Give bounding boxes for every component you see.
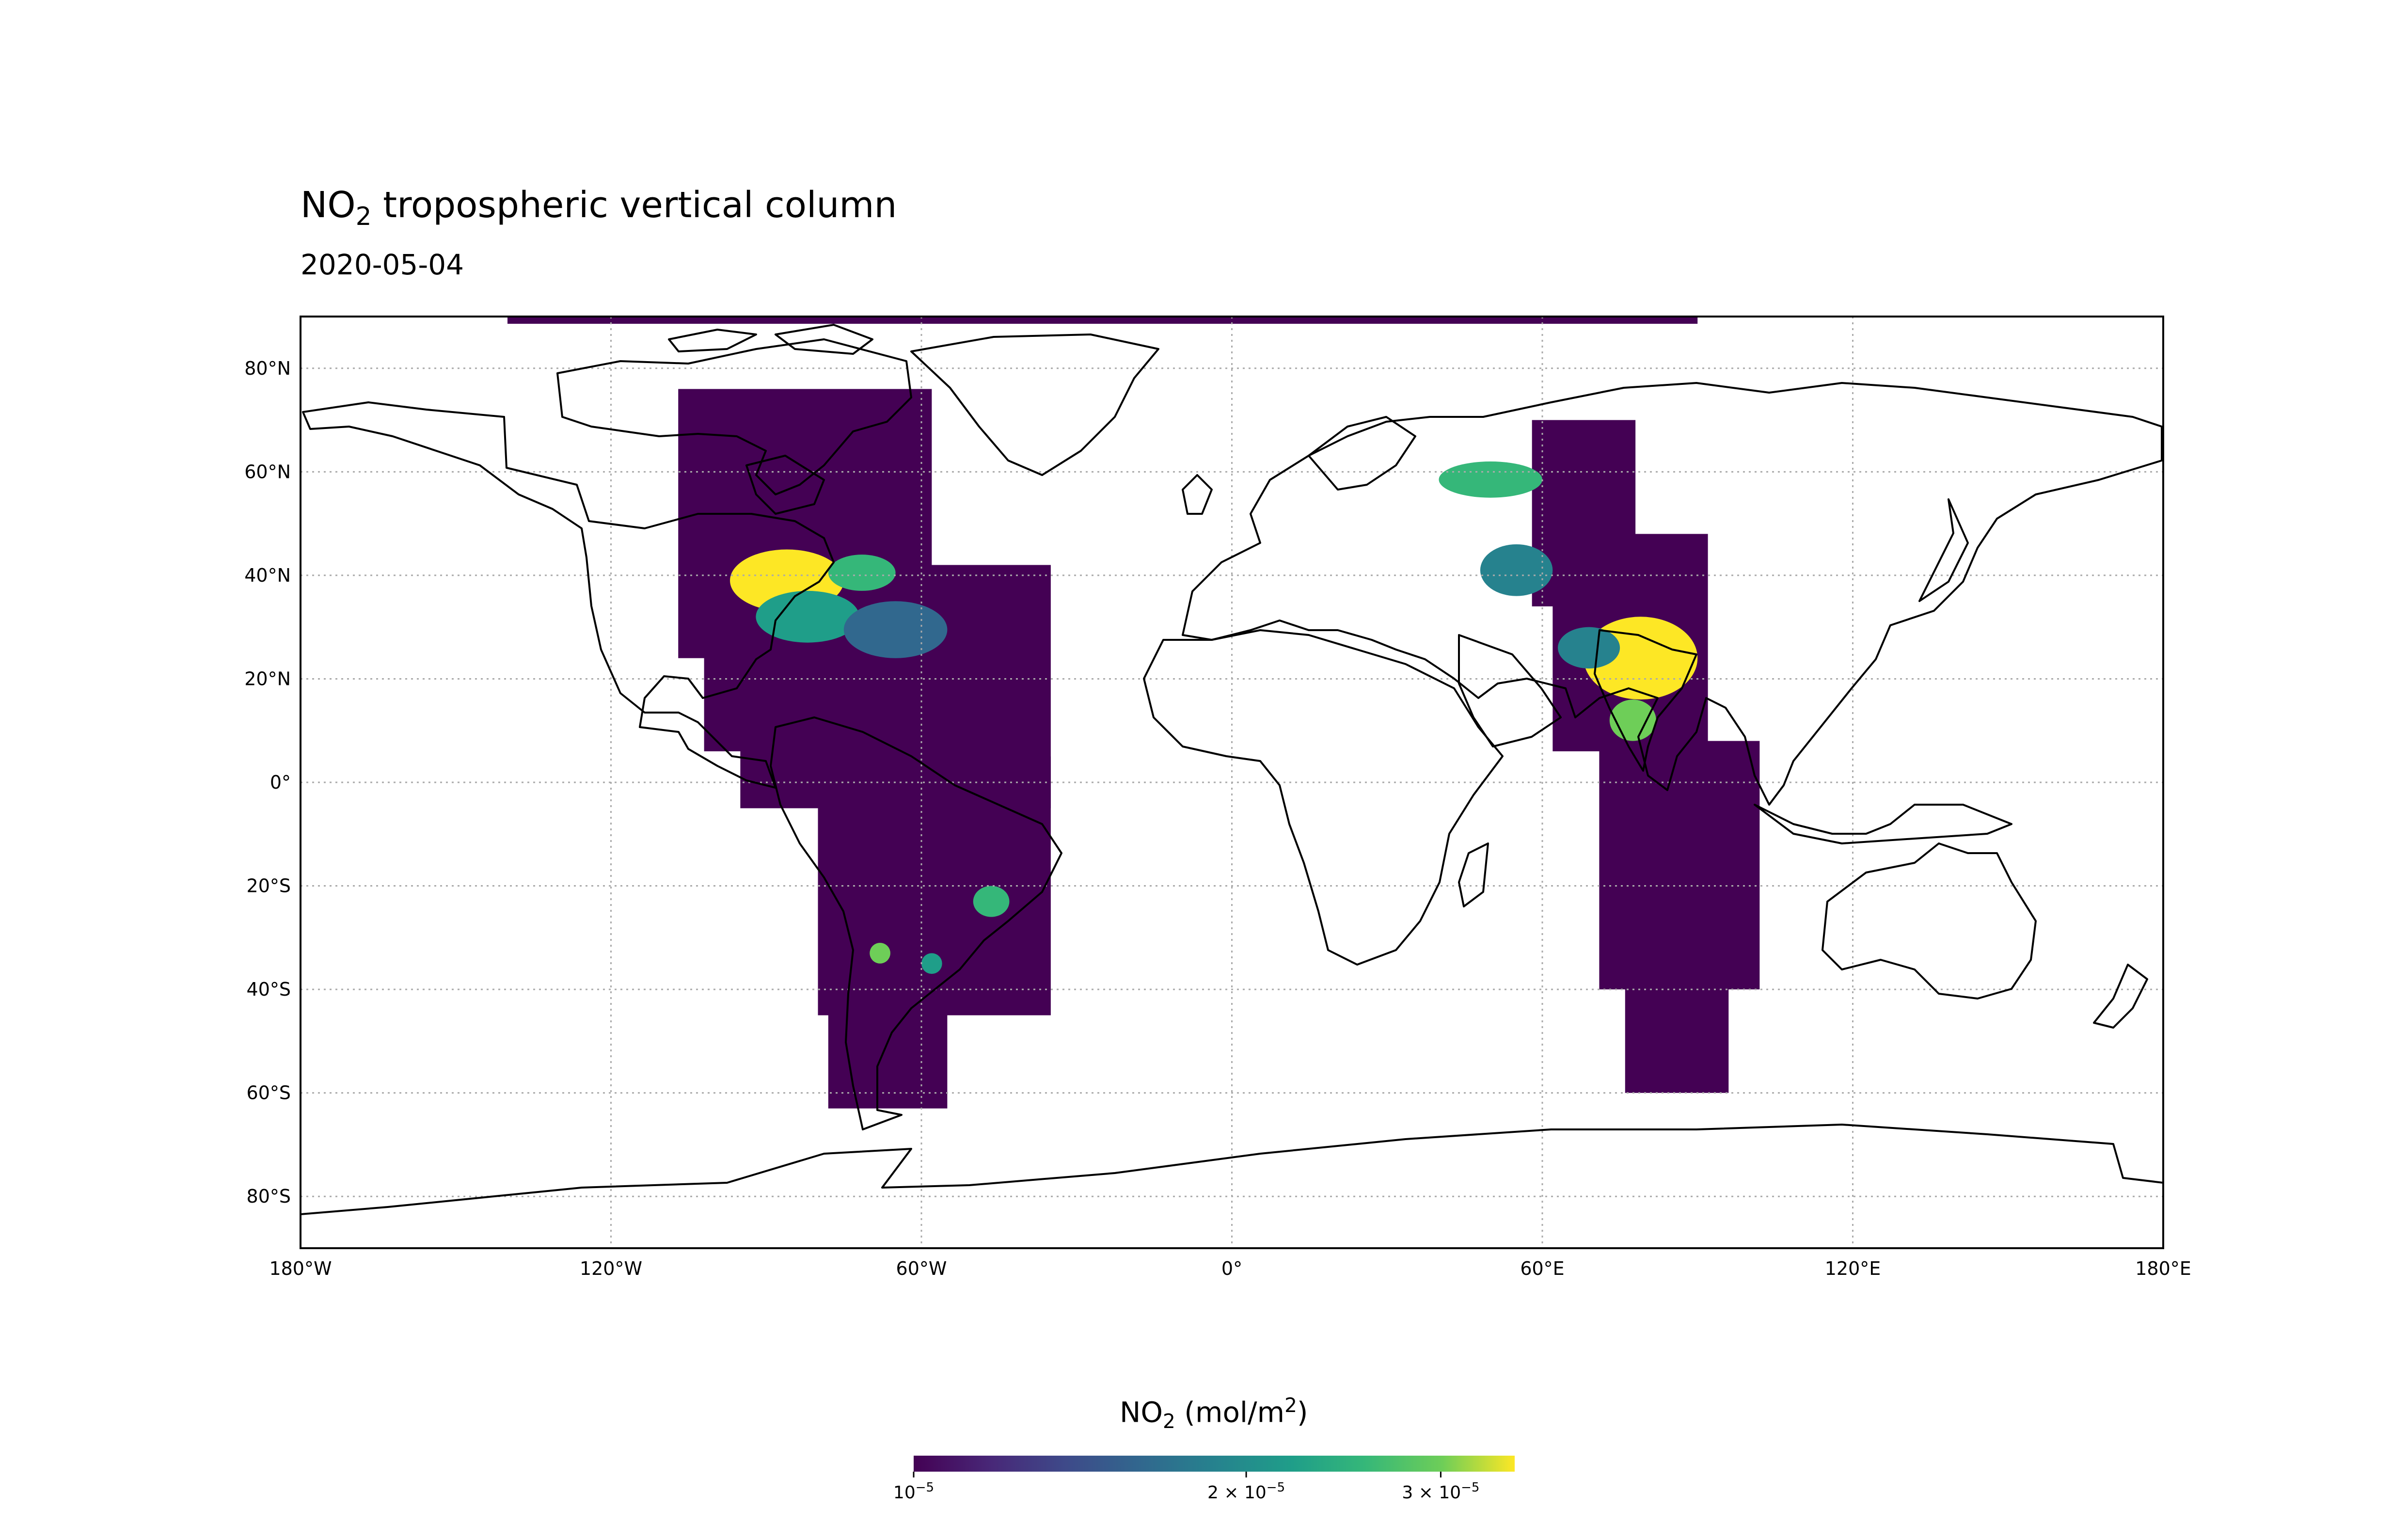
coast-scandinavia [1308, 416, 1416, 491]
coast-arctic-islands [668, 324, 873, 355]
swath-7 [1599, 741, 1760, 990]
coast-madagascar [1458, 842, 1489, 907]
latitude-tick-labels: 80°N 60°N 40°N 20°N 0° 20°S 40°S 60°S 80°S [244, 358, 291, 1207]
lat-tick-label: 40°N [244, 565, 291, 586]
lon-tick-label: 0° [1221, 1258, 1242, 1279]
lon-tick-label: 120°W [580, 1258, 642, 1279]
colorbar-label: NO2 (mol/m2) [1120, 1394, 1308, 1433]
lat-tick-label: 60°S [247, 1082, 291, 1104]
colorbar-tick-label: 2 × 10−5 [1207, 1480, 1285, 1503]
hotspot-8 [1558, 627, 1620, 669]
swath-3 [818, 756, 1051, 1016]
coastlines [301, 324, 2163, 1215]
coast-hudson-bay [745, 455, 825, 515]
coast-indonesia [1754, 804, 2012, 844]
coast-india [1594, 629, 1697, 772]
coast-japan [1918, 498, 1969, 602]
map-title: NO2 tropospheric vertical column [301, 184, 897, 231]
lon-tick-label: 60°W [896, 1258, 947, 1279]
hotspot-4 [1439, 461, 1542, 498]
hotspot-5 [1480, 544, 1553, 596]
coast-arabia [1458, 634, 1562, 747]
lat-tick-label: 20°S [247, 875, 291, 897]
swath-9 [507, 317, 1698, 324]
coast-australia [1822, 842, 2037, 1000]
hotspot-11 [921, 953, 942, 974]
lat-tick-label: 80°N [244, 358, 291, 379]
graticule [301, 317, 2163, 1248]
hotspot-7 [1609, 699, 1656, 741]
colorbar-tick-label: 3 × 10−5 [1402, 1480, 1479, 1503]
map-subtitle: 2020-05-04 [301, 248, 464, 281]
hotspot-9 [973, 886, 1010, 917]
coast-new-zealand [2093, 964, 2148, 1029]
swath-8 [1625, 979, 1729, 1093]
longitude-tick-labels: 180°W 120°W 60°W 0° 60°E 120°E 180°E [269, 1258, 2191, 1279]
hotspot-3 [843, 601, 948, 658]
colorbar-tick-label: 10−5 [893, 1480, 934, 1503]
lat-tick-label: 60°N [244, 461, 291, 482]
hotspot-10 [870, 943, 890, 964]
coast-africa [1143, 629, 1504, 966]
lon-tick-label: 180°W [269, 1258, 332, 1279]
colorbar-gradient [914, 1456, 1515, 1472]
coast-north-america [302, 401, 835, 789]
coast-uk [1182, 474, 1213, 515]
lat-tick-label: 0° [270, 772, 291, 793]
hotspot-1 [756, 590, 859, 643]
coast-eurasia [1182, 382, 2163, 806]
lon-tick-label: 120°E [1825, 1258, 1881, 1279]
coast-antarctica [301, 1124, 2163, 1215]
coast-south-america [770, 716, 1062, 1130]
lon-tick-label: 180°E [2135, 1258, 2191, 1279]
coast-canada-north [556, 338, 912, 495]
map-frame [300, 316, 2164, 1249]
colorbar-ticks: 10−5 2 × 10−5 3 × 10−5 [893, 1472, 1479, 1503]
no2-data-layer [507, 317, 1760, 1109]
coast-greenland [910, 333, 1159, 476]
lat-tick-label: 40°S [247, 979, 291, 1000]
lon-tick-label: 60°E [1520, 1258, 1564, 1279]
lat-tick-label: 20°N [244, 668, 291, 689]
lat-tick-label: 80°S [247, 1186, 291, 1207]
hotspot-2 [828, 555, 896, 591]
